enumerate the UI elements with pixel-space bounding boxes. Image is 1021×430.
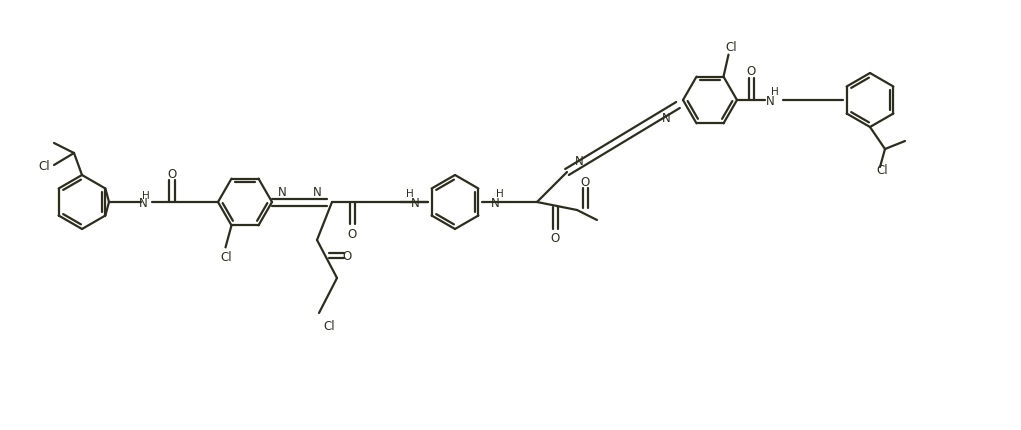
- Text: H: H: [771, 87, 779, 97]
- Text: N: N: [766, 94, 774, 107]
- Text: N: N: [278, 185, 286, 198]
- Text: N: N: [139, 196, 147, 209]
- Text: O: O: [746, 64, 756, 77]
- Text: H: H: [496, 189, 504, 199]
- Text: Cl: Cl: [221, 250, 233, 263]
- Text: Cl: Cl: [324, 319, 335, 332]
- Text: H: H: [142, 190, 150, 200]
- Text: O: O: [550, 231, 560, 244]
- Text: N: N: [410, 196, 420, 209]
- Text: N: N: [312, 185, 322, 198]
- Text: Cl: Cl: [876, 163, 888, 176]
- Text: O: O: [342, 249, 351, 262]
- Text: Cl: Cl: [38, 159, 50, 172]
- Text: N: N: [662, 111, 671, 124]
- Text: O: O: [167, 167, 177, 180]
- Text: N: N: [491, 196, 499, 209]
- Text: N: N: [575, 154, 583, 167]
- Text: Cl: Cl: [726, 41, 737, 54]
- Text: H: H: [406, 189, 414, 199]
- Text: O: O: [347, 227, 356, 240]
- Text: O: O: [580, 175, 589, 188]
